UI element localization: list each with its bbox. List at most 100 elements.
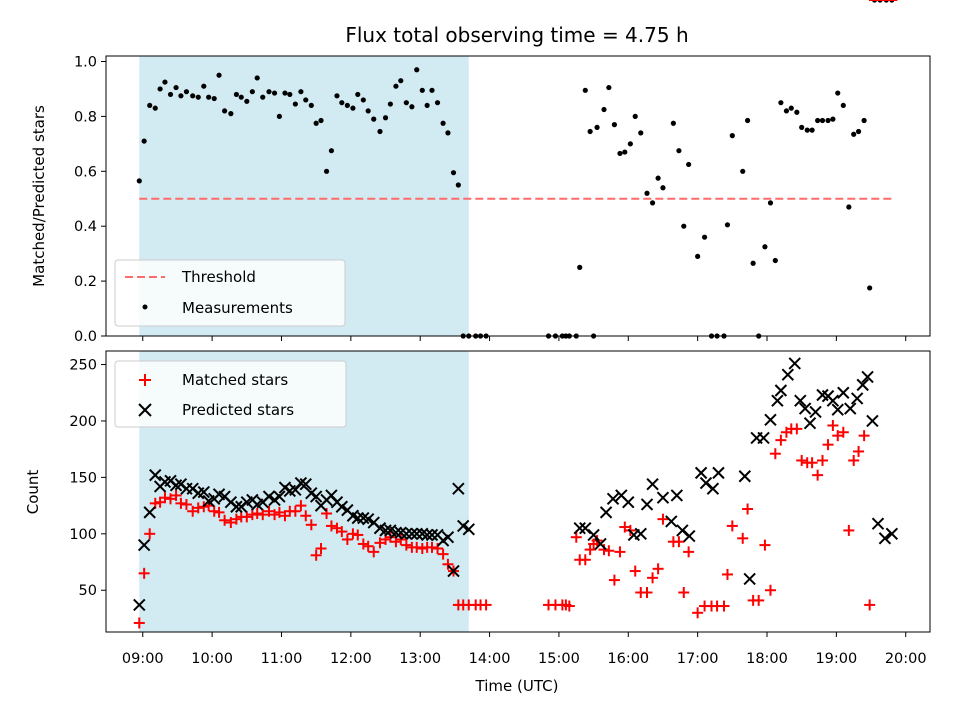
matched-marker — [368, 546, 380, 558]
measurement-point — [587, 128, 593, 135]
measurement-point — [819, 117, 826, 124]
measurement-point — [855, 128, 862, 135]
measurement-point — [162, 79, 168, 85]
measurement-point — [632, 113, 638, 119]
matched-marker — [652, 563, 664, 575]
matched-marker — [843, 524, 855, 536]
top-ytick-label: 0.8 — [74, 109, 97, 125]
predicted-marker — [878, 532, 892, 545]
x-tick-label: 18:00 — [746, 651, 788, 667]
matched-marker — [603, 545, 615, 557]
measurement-point — [254, 75, 260, 81]
matched-marker — [295, 500, 307, 512]
predicted-marker — [850, 392, 864, 405]
measurement-point — [809, 127, 815, 133]
top-ytick-label: 0.4 — [74, 219, 97, 235]
measurement-point — [434, 100, 441, 106]
matched-marker — [812, 469, 824, 481]
predicted-marker — [837, 386, 850, 399]
top-ytick-label: 0.0 — [74, 329, 97, 345]
matched-marker — [753, 594, 765, 606]
measurement-point — [445, 130, 451, 136]
predicted-marker — [405, 527, 419, 541]
measurement-point — [577, 264, 583, 270]
matched-marker — [246, 509, 258, 521]
measurement-point — [846, 204, 852, 210]
measurement-point — [350, 105, 356, 111]
measurement-point — [783, 108, 790, 114]
predicted-marker — [400, 527, 413, 541]
measurement-point — [740, 168, 746, 174]
top-axes-frame — [105, 55, 931, 337]
matched-marker — [310, 549, 322, 561]
predicted-marker — [706, 482, 720, 495]
measurement-point — [611, 122, 618, 128]
x-tick-label: 19:00 — [815, 651, 857, 667]
measurement-point — [377, 128, 383, 135]
matched-marker — [305, 519, 317, 531]
bottom-ytick-label: 50 — [79, 583, 97, 599]
predicted-marker — [447, 564, 460, 578]
predicted-markers-layer — [133, 357, 899, 612]
matched-marker — [759, 539, 771, 551]
predicted-marker — [379, 524, 392, 537]
predicted-marker — [656, 491, 670, 504]
measurement-point — [344, 102, 350, 109]
measurement-point — [206, 94, 212, 100]
threshold-legend-label: Threshold — [181, 268, 256, 286]
predicted-marker — [844, 402, 857, 415]
matched-marker — [647, 572, 659, 584]
matched-marker — [619, 521, 631, 533]
measurement-point — [424, 102, 430, 109]
predicted-marker — [452, 482, 465, 495]
predicted-marker — [273, 490, 286, 503]
matched-marker — [864, 599, 876, 611]
bottom-xticks: 09:00 10:00 11:00 12:00 13:00 14:00 15:00 16:00… — [122, 632, 927, 667]
matched-marker — [563, 600, 575, 612]
measurement-point — [228, 111, 234, 117]
matched-marker — [315, 542, 327, 554]
matched-marker — [400, 539, 412, 551]
matched-marker — [263, 505, 275, 517]
predicted-marker — [425, 528, 439, 542]
measurement-point — [387, 101, 393, 107]
matched-marker — [614, 546, 626, 558]
top-yticks: 0.0 0.2 0.4 0.6 0.8 1.0 — [74, 54, 106, 345]
matched-marker — [796, 454, 808, 466]
measurement-point — [724, 222, 731, 228]
measurement-point — [365, 108, 371, 114]
measurement-point — [152, 105, 158, 111]
measurement-point — [339, 100, 345, 106]
predicted-marker — [866, 414, 879, 428]
predicted-marker — [262, 490, 276, 503]
x-tick-label: 11:00 — [261, 651, 303, 667]
matched-marker — [742, 503, 754, 515]
matched-marker — [300, 510, 312, 522]
top-panel: 0.0 0.2 0.4 0.6 0.8 1.0 Matched/Predicted sta… — [30, 0, 931, 345]
predicted-marker — [599, 506, 613, 519]
x-tick-label: 17:00 — [677, 651, 719, 667]
measurement-point — [622, 149, 628, 155]
matched-marker — [230, 513, 242, 525]
measurement-point — [772, 257, 778, 264]
matched-marker — [159, 492, 171, 504]
x-tick-label: 12:00 — [330, 651, 372, 667]
top-ytick-label: 0.6 — [74, 164, 97, 180]
measurement-point — [183, 89, 190, 95]
bottom-ytick-label: 200 — [69, 414, 97, 430]
measurement-point — [455, 182, 461, 188]
matched-marker — [325, 520, 337, 532]
matched-marker — [341, 533, 353, 545]
matched-marker — [374, 537, 386, 549]
bottom-legend-box — [114, 360, 347, 428]
measurement-point — [440, 120, 446, 126]
predicted-marker — [774, 384, 788, 397]
matched-marker — [411, 541, 423, 553]
x-tick-label: 20:00 — [885, 651, 927, 667]
matched-marker — [775, 434, 787, 446]
measurement-point — [287, 91, 293, 98]
matched-marker — [822, 439, 834, 451]
measurement-point — [393, 83, 399, 89]
matched-marker — [858, 430, 870, 442]
